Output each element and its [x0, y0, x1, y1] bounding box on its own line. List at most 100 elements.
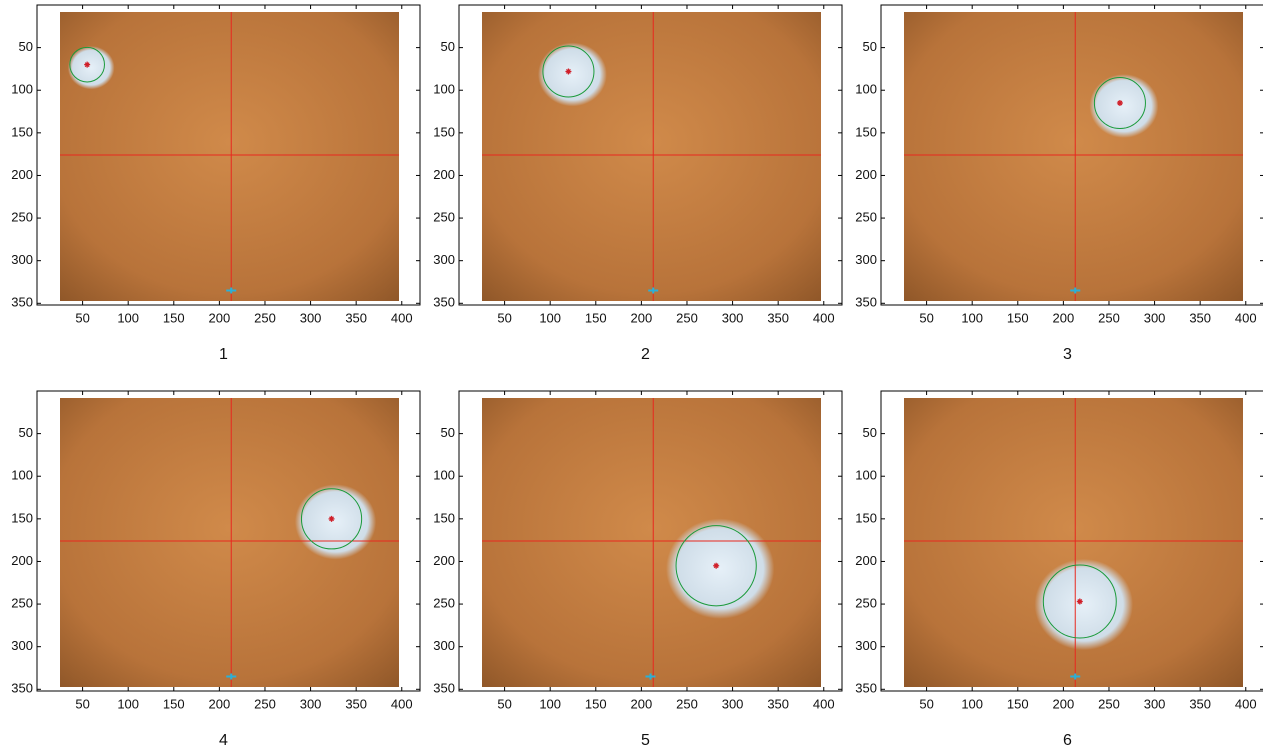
y-tick-label: 200: [433, 553, 455, 568]
x-tick-label: 400: [1235, 696, 1257, 711]
y-tick-label: 50: [19, 39, 33, 54]
x-tick-label: 50: [919, 310, 933, 325]
panel: 50 100 150 200 250 300 350 400 50 100 150 200 250 300…: [855, 4, 1263, 363]
x-tick-label: 200: [1053, 696, 1075, 711]
x-tick-label: 200: [209, 696, 231, 711]
y-tick-label: 350: [433, 681, 455, 696]
y-tick-label: 50: [863, 39, 877, 54]
x-tick-label: 200: [631, 696, 653, 711]
x-tick-label: 400: [391, 696, 413, 711]
x-tick-label: 150: [163, 310, 185, 325]
marker: [226, 287, 237, 294]
y-tick-label: 100: [433, 82, 455, 97]
y-tick-label: 150: [11, 510, 33, 525]
x-tick-label: 150: [1007, 310, 1029, 325]
target-circle: [542, 45, 595, 98]
panel: 50 100 150 200 250 300 350 400 50 100 150 200 250 300…: [11, 390, 421, 749]
y-tick-label: 100: [11, 468, 33, 483]
y-tick-label: 100: [433, 468, 455, 483]
y-tick-label: 250: [433, 210, 455, 225]
x-tick-label: 200: [1053, 310, 1075, 325]
x-tick-label: 400: [391, 310, 413, 325]
x-tick-label: 250: [676, 696, 698, 711]
x-tick-label: 50: [919, 696, 933, 711]
x-tick-label: 300: [300, 696, 322, 711]
photo: [482, 12, 821, 301]
y-tick-label: 200: [433, 167, 455, 182]
target-center: [84, 61, 91, 68]
panel-caption: 1: [219, 346, 228, 363]
y-tick-label: 150: [855, 510, 877, 525]
axes-box: [458, 390, 843, 692]
target-center: [713, 562, 720, 569]
object: [665, 518, 775, 619]
y-tick-label: 50: [441, 39, 455, 54]
x-tick-label: 250: [254, 696, 276, 711]
panel: 50 100 150 200 250 300 350 400 50 100 150 200 250 300…: [433, 390, 843, 749]
axes-box: [36, 390, 421, 692]
x-tick-label: 100: [117, 696, 139, 711]
x-tick-label: 150: [585, 696, 607, 711]
panel-caption: 3: [1063, 346, 1072, 363]
target-circle: [1042, 564, 1117, 639]
x-tick-label: 350: [767, 310, 789, 325]
x-tick-label: 350: [1189, 696, 1211, 711]
axes-box: [880, 390, 1263, 692]
x-tick-label: 350: [1189, 310, 1211, 325]
x-tick-label: 300: [722, 696, 744, 711]
panel-caption: 4: [219, 732, 228, 749]
x-tick-label: 50: [75, 310, 89, 325]
x-tick-label: 100: [539, 696, 561, 711]
target-circle: [300, 488, 363, 550]
marker: [1070, 673, 1081, 680]
y-tick-label: 200: [855, 167, 877, 182]
y-tick-label: 150: [855, 124, 877, 139]
y-tick-label: 250: [433, 596, 455, 611]
axes-box: [880, 4, 1263, 306]
target-center: [1076, 598, 1083, 605]
marker: [226, 673, 237, 680]
y-tick-label: 200: [11, 553, 33, 568]
y-tick-label: 300: [433, 252, 455, 267]
object: [1089, 74, 1159, 138]
x-tick-label: 250: [1098, 696, 1120, 711]
y-tick-label: 350: [433, 295, 455, 310]
y-tick-label: 250: [11, 596, 33, 611]
y-tick-label: 300: [855, 252, 877, 267]
y-tick-label: 350: [855, 295, 877, 310]
y-tick-label: 250: [855, 210, 877, 225]
target-center: [328, 515, 335, 522]
target-circle: [675, 525, 757, 607]
x-tick-label: 350: [345, 310, 367, 325]
x-tick-label: 250: [254, 310, 276, 325]
y-tick-label: 50: [19, 425, 33, 440]
x-tick-label: 200: [209, 310, 231, 325]
y-tick-label: 350: [855, 681, 877, 696]
x-tick-label: 100: [961, 310, 983, 325]
x-tick-label: 350: [767, 696, 789, 711]
x-tick-label: 350: [345, 696, 367, 711]
target-circle: [1093, 76, 1146, 130]
x-tick-label: 250: [1098, 310, 1120, 325]
y-tick-label: 200: [855, 553, 877, 568]
x-tick-label: 150: [1007, 696, 1029, 711]
x-tick-label: 400: [1235, 310, 1257, 325]
x-tick-label: 300: [722, 310, 744, 325]
x-tick-label: 250: [676, 310, 698, 325]
panel-caption: 6: [1063, 732, 1072, 749]
y-tick-label: 300: [11, 252, 33, 267]
panel-caption: 5: [641, 732, 650, 749]
y-tick-label: 300: [433, 638, 455, 653]
y-tick-label: 50: [441, 425, 455, 440]
y-tick-label: 100: [855, 82, 877, 97]
photo: [482, 398, 821, 687]
axes-box: [458, 4, 843, 306]
panel: 50 100 150 200 250 300 350 400 50 100 150 200 250 300…: [11, 4, 421, 363]
x-tick-label: 100: [539, 310, 561, 325]
y-tick-label: 150: [433, 510, 455, 525]
x-tick-label: 50: [497, 310, 511, 325]
y-tick-label: 100: [11, 82, 33, 97]
photo: [60, 12, 399, 301]
y-tick-label: 250: [855, 596, 877, 611]
